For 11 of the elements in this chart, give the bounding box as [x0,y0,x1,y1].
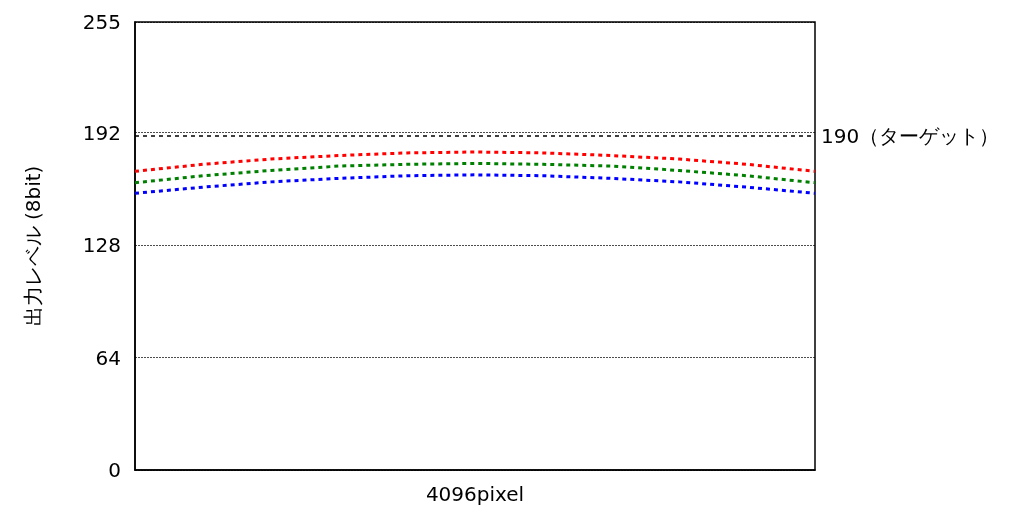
line-series [133,150,817,173]
line-series [133,173,817,195]
y-tick-label: 64 [95,345,121,370]
ref-line-label: 190（ターゲット） [821,124,1000,149]
y-tick-label: 255 [82,10,121,34]
y-tick-label: 0 [108,458,121,482]
line-series [133,161,817,185]
y-tick-label: 128 [82,233,121,258]
y-tick-label: 192 [82,120,121,145]
x-axis-title: 4096pixel [425,482,525,506]
y-axis-title: 出力レベル (8bit) [21,165,45,327]
